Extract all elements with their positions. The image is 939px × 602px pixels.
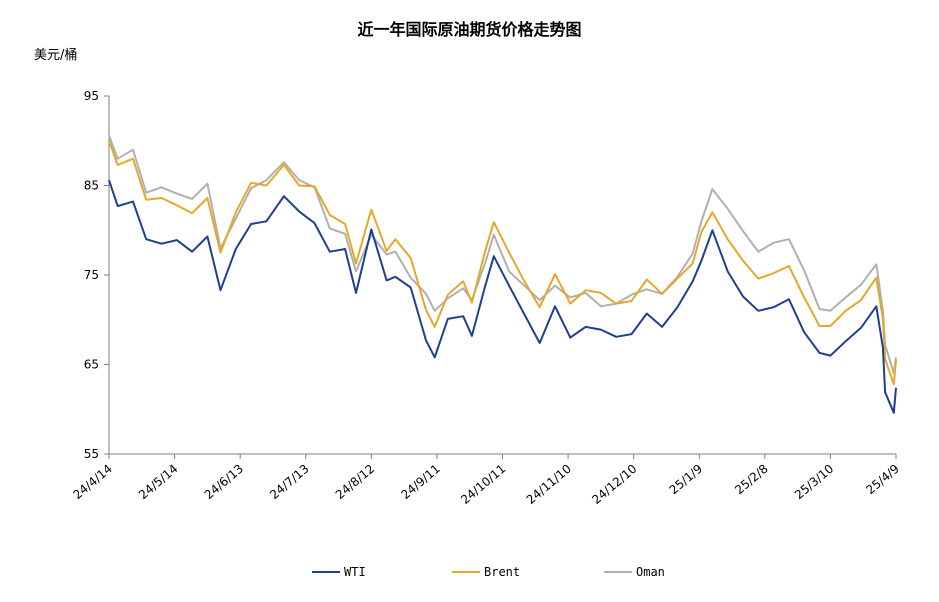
y-axis-unit-label: 美元/桶 (34, 48, 78, 63)
y-ticks: 55 65 75 85 95 (84, 89, 109, 461)
x-tick-label: 24/6/13 (202, 462, 246, 502)
y-tick-label: 85 (84, 179, 99, 193)
x-tick-label: 24/7/13 (267, 462, 311, 502)
series-line-oman (108, 135, 897, 375)
y-tick-label: 95 (84, 89, 99, 103)
x-tick-label: 25/4/9 (863, 462, 902, 498)
legend-label-wti: WTI (344, 565, 366, 579)
chart-title: 近一年国际原油期货价格走势图 (357, 20, 582, 39)
x-ticks: 24/4/14 24/5/14 24/6/13 24/7/13 24/8/12 24/9/… (70, 454, 902, 507)
x-tick-label: 24/4/14 (70, 462, 114, 502)
x-tick-label: 24/12/10 (589, 462, 639, 507)
series-line-brent (108, 140, 897, 386)
series-line-wti (108, 179, 897, 414)
x-tick-label: 24/9/11 (398, 462, 442, 502)
x-tick-label: 24/11/10 (524, 462, 574, 507)
x-tick-label: 24/10/11 (458, 462, 508, 507)
y-tick-label: 65 (84, 358, 99, 372)
x-tick-label: 24/8/12 (333, 462, 377, 502)
legend-label-brent: Brent (484, 565, 520, 579)
x-tick-label: 25/3/10 (792, 462, 836, 502)
y-tick-label: 75 (84, 268, 99, 282)
series-lines (108, 135, 897, 414)
y-tick-label: 55 (84, 447, 99, 461)
legend-label-oman: Oman (636, 565, 665, 579)
legend: WTI Brent Oman (312, 565, 665, 579)
x-tick-label: 25/1/9 (667, 462, 706, 498)
x-tick-label: 24/5/14 (136, 462, 180, 502)
x-tick-label: 25/2/8 (732, 462, 771, 498)
